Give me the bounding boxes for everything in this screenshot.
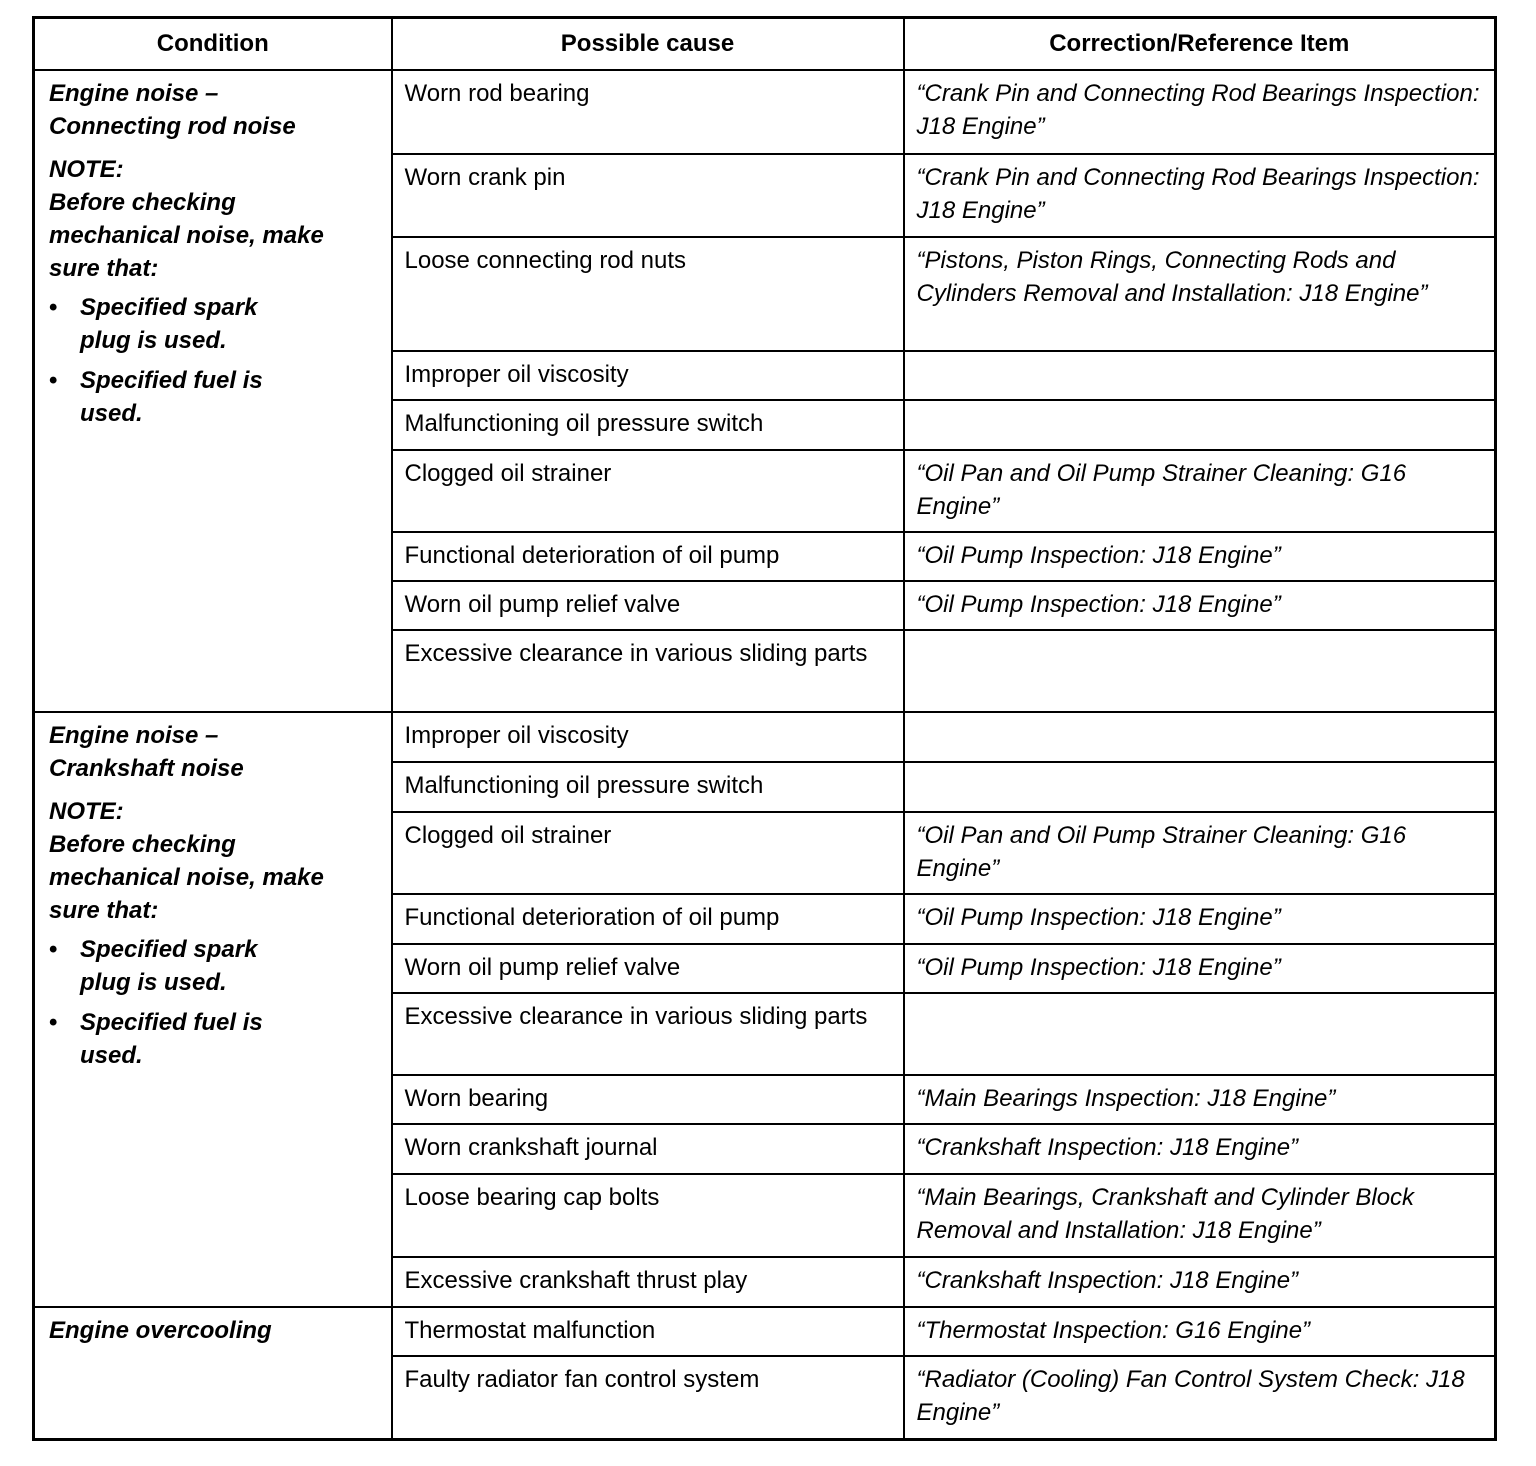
- possible-cause-cell: Thermostat malfunction: [390, 1305, 905, 1357]
- table-row: Clogged oil strainer “Oil Pan and Oil Pum…: [34, 448, 1497, 533]
- possible-cause-cell: Malfunctioning oil pressure switch: [390, 398, 905, 451]
- possible-cause-cell: Improper oil viscosity: [390, 710, 905, 763]
- correction-reference-cell: [902, 398, 1497, 451]
- note-label: NOTE:: [49, 797, 124, 825]
- possible-cause-cell: Worn crank pin: [390, 152, 905, 238]
- possible-cause-cell: Worn crankshaft journal: [390, 1122, 905, 1175]
- condition-title: Engine noise – Crankshaft noise: [49, 721, 244, 782]
- condition-cell: Engine overcooling: [32, 1305, 393, 1441]
- table-row: Worn oil pump relief valve “Oil Pump Insp…: [34, 579, 1497, 631]
- possible-cause-cell: Improper oil viscosity: [390, 349, 905, 401]
- correction-reference-cell: “Crank Pin and Connecting Rod Bearings I…: [902, 68, 1497, 155]
- note-label: NOTE:: [49, 155, 124, 183]
- condition-content: Engine noise – Crankshaft noise NOTE: Befo…: [49, 719, 349, 1072]
- table-row: Worn crank pin “Crank Pin and Connecting …: [34, 152, 1497, 238]
- correction-reference-cell: “Oil Pan and Oil Pump Strainer Cleaning:…: [902, 448, 1497, 533]
- note-block: NOTE: Before checking mechanical noise, m…: [49, 795, 349, 927]
- table-row: Engine noise – Crankshaft noise NOTE: Befo…: [32, 710, 1497, 1308]
- table-row: Excessive clearance in various sliding p…: [34, 991, 1497, 1076]
- table-row: Engine overcooling Thermostat malfunction…: [32, 1305, 1497, 1441]
- note-bullet: Specified spark plug is used.: [49, 291, 295, 357]
- table-row: Loose bearing cap bolts “Main Bearings, C…: [34, 1172, 1497, 1258]
- possible-cause-cell: Excessive clearance in various sliding p…: [390, 991, 905, 1076]
- correction-reference-cell: [902, 710, 1497, 763]
- correction-reference-cell: “Oil Pump Inspection: J18 Engine”: [902, 892, 1497, 945]
- table-row: Worn oil pump relief valve “Oil Pump Insp…: [34, 942, 1497, 994]
- header-possible-cause: Possible cause: [390, 16, 905, 71]
- table-row: Excessive crankshaft thrust play “Cranksh…: [34, 1255, 1497, 1308]
- possible-cause-cell: Worn oil pump relief valve: [390, 942, 905, 994]
- possible-cause-cell: Faulty radiator fan control system: [390, 1354, 905, 1441]
- table-row: Malfunctioning oil pressure switch: [34, 398, 1497, 451]
- possible-cause-cell: Excessive crankshaft thrust play: [390, 1255, 905, 1308]
- table-row: Loose connecting rod nuts “Pistons, Pisto…: [34, 235, 1497, 352]
- table-row: Malfunctioning oil pressure switch: [34, 760, 1497, 813]
- header-correction: Correction/Reference Item: [902, 16, 1497, 71]
- correction-reference-cell: “Crankshaft Inspection: J18 Engine”: [902, 1122, 1497, 1175]
- table-row: Worn bearing “Main Bearings Inspection: J…: [34, 1073, 1497, 1125]
- condition-cell: Engine noise – Crankshaft noise NOTE: Befo…: [32, 710, 393, 1308]
- note-bullet: Specified fuel is used.: [49, 364, 295, 430]
- correction-reference-cell: “Crankshaft Inspection: J18 Engine”: [902, 1255, 1497, 1308]
- correction-reference-cell: “Main Bearings, Crankshaft and Cylinder …: [902, 1172, 1497, 1258]
- condition-title: Engine overcooling: [49, 1316, 272, 1344]
- condition-title: Engine noise – Connecting rod noise: [49, 79, 296, 140]
- table-row: Clogged oil strainer “Oil Pan and Oil Pum…: [34, 810, 1497, 895]
- possible-cause-cell: Worn oil pump relief valve: [390, 579, 905, 631]
- possible-cause-cell: Functional deterioration of oil pump: [390, 892, 905, 945]
- note-block: NOTE: Before checking mechanical noise, m…: [49, 153, 349, 285]
- troubleshooting-table: Condition Possible cause Correction/Refe…: [32, 16, 1497, 1441]
- note-bullet: Specified fuel is used.: [49, 1006, 295, 1072]
- correction-reference-cell: [902, 349, 1497, 401]
- correction-reference-cell: [902, 628, 1497, 713]
- possible-cause-cell: Malfunctioning oil pressure switch: [390, 760, 905, 813]
- condition-content: Engine overcooling: [49, 1314, 349, 1347]
- note-bullet: Specified spark plug is used.: [49, 933, 295, 999]
- note-text: Before checking mechanical noise, make s…: [49, 188, 324, 282]
- correction-reference-cell: “Pistons, Piston Rings, Connecting Rods …: [902, 235, 1497, 352]
- table-body: Engine noise – Connecting rod noise NOTE:…: [32, 68, 1497, 1441]
- correction-reference-cell: “Radiator (Cooling) Fan Control System C…: [902, 1354, 1497, 1441]
- possible-cause-cell: Loose bearing cap bolts: [390, 1172, 905, 1258]
- possible-cause-cell: Functional deterioration of oil pump: [390, 530, 905, 582]
- condition-content: Engine noise – Connecting rod noise NOTE:…: [49, 77, 349, 430]
- table-row: Excessive clearance in various sliding p…: [34, 628, 1497, 713]
- note-text: Before checking mechanical noise, make s…: [49, 830, 324, 924]
- header-condition: Condition: [32, 16, 393, 71]
- correction-reference-cell: “Oil Pan and Oil Pump Strainer Cleaning:…: [902, 810, 1497, 895]
- table-row: Functional deterioration of oil pump “Oil…: [34, 892, 1497, 945]
- note-bullet-list: Specified spark plug is used. Specified f…: [49, 933, 349, 1072]
- table-row: Worn crankshaft journal “Crankshaft Inspe…: [34, 1122, 1497, 1175]
- correction-reference-cell: “Thermostat Inspection: G16 Engine”: [902, 1305, 1497, 1357]
- correction-reference-cell: “Oil Pump Inspection: J18 Engine”: [902, 579, 1497, 631]
- possible-cause-cell: Worn bearing: [390, 1073, 905, 1125]
- possible-cause-cell: Worn rod bearing: [390, 68, 905, 155]
- correction-reference-cell: “Oil Pump Inspection: J18 Engine”: [902, 942, 1497, 994]
- correction-reference-cell: “Oil Pump Inspection: J18 Engine”: [902, 530, 1497, 582]
- condition-cell: Engine noise – Connecting rod noise NOTE:…: [32, 68, 393, 713]
- correction-reference-cell: [902, 760, 1497, 813]
- possible-cause-cell: Clogged oil strainer: [390, 448, 905, 533]
- correction-reference-cell: “Main Bearings Inspection: J18 Engine”: [902, 1073, 1497, 1125]
- header-row: Condition Possible cause Correction/Refe…: [32, 16, 1497, 71]
- possible-cause-cell: Excessive clearance in various sliding p…: [390, 628, 905, 713]
- correction-reference-cell: [902, 991, 1497, 1076]
- table-row: Functional deterioration of oil pump “Oil…: [34, 530, 1497, 582]
- table-row: Faulty radiator fan control system “Radia…: [34, 1354, 1497, 1441]
- possible-cause-cell: Loose connecting rod nuts: [390, 235, 905, 352]
- possible-cause-cell: Clogged oil strainer: [390, 810, 905, 895]
- note-bullet-list: Specified spark plug is used. Specified f…: [49, 291, 349, 430]
- correction-reference-cell: “Crank Pin and Connecting Rod Bearings I…: [902, 152, 1497, 238]
- table-row: Engine noise – Connecting rod noise NOTE:…: [32, 68, 1497, 713]
- table-row: Improper oil viscosity: [34, 349, 1497, 401]
